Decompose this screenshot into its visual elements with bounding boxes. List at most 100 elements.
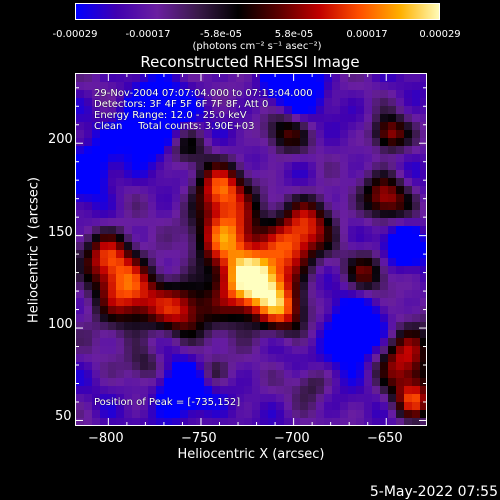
heatmap-cell xyxy=(204,82,213,91)
heatmap-cell xyxy=(308,306,317,315)
heatmap-cell xyxy=(140,306,149,315)
heatmap-cell xyxy=(172,242,181,251)
heatmap-cell xyxy=(172,90,181,99)
heatmap-cell xyxy=(260,402,269,411)
heatmap-cell xyxy=(124,266,133,275)
heatmap-cell xyxy=(380,114,389,123)
heatmap-cell xyxy=(276,138,285,147)
heatmap-cell xyxy=(164,106,173,115)
heatmap-cell xyxy=(340,370,349,379)
heatmap-cell xyxy=(276,98,285,107)
heatmap-cell xyxy=(212,154,221,163)
heatmap-cell xyxy=(396,378,405,387)
heatmap-cell xyxy=(148,98,157,107)
heatmap-cell xyxy=(76,386,85,395)
heatmap-cell xyxy=(332,386,341,395)
heatmap-cell xyxy=(300,98,309,107)
heatmap-cell xyxy=(84,242,93,251)
heatmap-cell xyxy=(396,98,405,107)
heatmap-cell xyxy=(172,106,181,115)
heatmap-cell xyxy=(132,122,141,131)
heatmap-cell xyxy=(228,290,237,299)
heatmap-cell xyxy=(244,266,253,275)
heatmap-cell xyxy=(132,98,141,107)
heatmap-cell xyxy=(276,90,285,99)
heatmap-cell xyxy=(164,242,173,251)
heatmap-cell xyxy=(196,266,205,275)
heatmap-cell xyxy=(164,210,173,219)
heatmap-cell xyxy=(388,82,397,91)
heatmap-cell xyxy=(132,378,141,387)
heatmap-cell xyxy=(356,418,365,425)
heatmap-cell xyxy=(148,338,157,347)
heatmap-cell xyxy=(412,370,421,379)
heatmap-cell xyxy=(420,186,426,195)
heatmap-cell xyxy=(252,394,261,403)
heatmap-cell xyxy=(284,370,293,379)
heatmap-cell xyxy=(260,322,269,331)
heatmap-cell xyxy=(164,298,173,307)
heatmap-cell xyxy=(100,346,109,355)
heatmap-cell xyxy=(108,386,117,395)
heatmap-cell xyxy=(124,74,133,83)
heatmap-cell xyxy=(164,98,173,107)
heatmap-cell xyxy=(420,226,426,235)
heatmap-cell xyxy=(220,362,229,371)
heatmap-cell xyxy=(156,122,165,131)
heatmap-cell xyxy=(116,154,125,163)
heatmap-cell xyxy=(260,386,269,395)
heatmap-cell xyxy=(180,170,189,179)
heatmap-cell xyxy=(260,242,269,251)
heatmap-cell xyxy=(148,250,157,259)
heatmap-cell xyxy=(124,322,133,331)
heatmap-cell xyxy=(420,274,426,283)
heatmap-cell xyxy=(236,298,245,307)
heatmap-cell xyxy=(164,370,173,379)
heatmap-cell xyxy=(332,346,341,355)
heatmap-cell xyxy=(244,314,253,323)
heatmap-cell xyxy=(196,242,205,251)
heatmap-cell xyxy=(356,82,365,91)
heatmap-cell xyxy=(348,330,357,339)
heatmap-cell xyxy=(188,282,197,291)
heatmap-cell xyxy=(364,130,373,139)
heatmap-cell xyxy=(252,234,261,243)
heatmap-cell xyxy=(332,378,341,387)
x-tick-label: −700 xyxy=(274,431,310,446)
heatmap-cell xyxy=(324,354,333,363)
heatmap-cell xyxy=(316,202,325,211)
heatmap-cell xyxy=(164,338,173,347)
heatmap-cell xyxy=(284,250,293,259)
heatmap-cell xyxy=(132,138,141,147)
heatmap-cell xyxy=(196,74,205,83)
heatmap-cell xyxy=(260,178,269,187)
heatmap-cell xyxy=(220,226,229,235)
heatmap-cell xyxy=(364,402,373,411)
heatmap-cell xyxy=(284,90,293,99)
heatmap-cell xyxy=(380,178,389,187)
heatmap-cell xyxy=(364,178,373,187)
heatmap-cell xyxy=(100,298,109,307)
heatmap-cell xyxy=(380,386,389,395)
heatmap-cell xyxy=(76,210,85,219)
heatmap-cell xyxy=(180,154,189,163)
heatmap-cell xyxy=(388,258,397,267)
heatmap-cell xyxy=(412,106,421,115)
heatmap-cell xyxy=(300,322,309,331)
heatmap-cell xyxy=(252,266,261,275)
heatmap-cell xyxy=(228,234,237,243)
heatmap-cell xyxy=(356,258,365,267)
heatmap-cell xyxy=(380,82,389,91)
heatmap-cell xyxy=(228,402,237,411)
heatmap-cell xyxy=(84,282,93,291)
heatmap-cell xyxy=(404,74,413,83)
x-tick-label: −750 xyxy=(181,431,217,446)
heatmap-cell xyxy=(204,186,213,195)
heatmap-cell xyxy=(404,266,413,275)
heatmap-cell xyxy=(412,250,421,259)
heatmap-cell xyxy=(420,178,426,187)
heatmap-cell xyxy=(116,202,125,211)
heatmap-cell xyxy=(244,362,253,371)
heatmap-cell xyxy=(412,74,421,83)
heatmap-cell xyxy=(196,106,205,115)
